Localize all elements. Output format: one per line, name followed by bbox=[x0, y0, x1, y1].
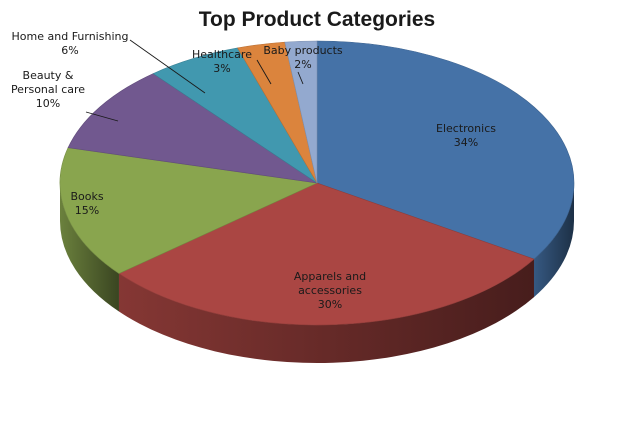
data-label-name: Beauty & bbox=[23, 69, 74, 82]
data-label-percent: 2% bbox=[294, 58, 311, 71]
data-label-books: Books 15% bbox=[70, 190, 103, 217]
slice-apparels-and-accessories bbox=[118, 182, 535, 326]
data-label-name: accessories bbox=[298, 284, 362, 297]
data-label-percent: 3% bbox=[213, 62, 230, 75]
leader-line-beauty-personal-care bbox=[85, 111, 119, 122]
data-label-percent: 34% bbox=[454, 136, 478, 149]
data-label-percent: 10% bbox=[36, 97, 60, 110]
leader-line-baby-products bbox=[297, 71, 304, 85]
data-label-name: Apparels and bbox=[294, 270, 366, 283]
chart-title: Top Product Categories bbox=[198, 8, 436, 31]
data-label-baby-products: Baby products 2% bbox=[263, 44, 343, 71]
data-label-name: Books bbox=[70, 190, 103, 203]
data-label-electronics: Electronics 34% bbox=[436, 122, 496, 149]
data-label-home-and-furnishing: Home and Furnishing 6% bbox=[12, 30, 129, 57]
data-label-name: Electronics bbox=[436, 122, 496, 135]
data-label-beauty-personal-care: Beauty & Personal care 10% bbox=[11, 69, 85, 110]
data-label-percent: 30% bbox=[318, 298, 342, 311]
data-label-name: Healthcare bbox=[192, 48, 252, 61]
data-label-name: Home and Furnishing bbox=[12, 30, 129, 43]
data-label-percent: 6% bbox=[61, 44, 78, 57]
data-label-apparels-and-accessories: Apparels and accessories 30% bbox=[294, 270, 366, 311]
slice-side-electronics bbox=[533, 183, 574, 298]
leader-line-healthcare bbox=[256, 59, 272, 85]
leader-line-home-and-furnishing bbox=[129, 39, 206, 94]
slice-side-books bbox=[60, 183, 119, 312]
slice-beauty-personal-care bbox=[67, 73, 318, 184]
data-label-name: Baby products bbox=[263, 44, 343, 57]
data-label-healthcare: Healthcare 3% bbox=[192, 48, 252, 75]
slice-books bbox=[59, 147, 319, 274]
data-label-percent: 15% bbox=[75, 204, 99, 217]
slice-electronics bbox=[316, 40, 575, 260]
slice-side-apparels-and-accessories bbox=[118, 259, 534, 363]
slice-baby-products bbox=[284, 40, 318, 184]
data-label-name: Personal care bbox=[11, 83, 85, 96]
